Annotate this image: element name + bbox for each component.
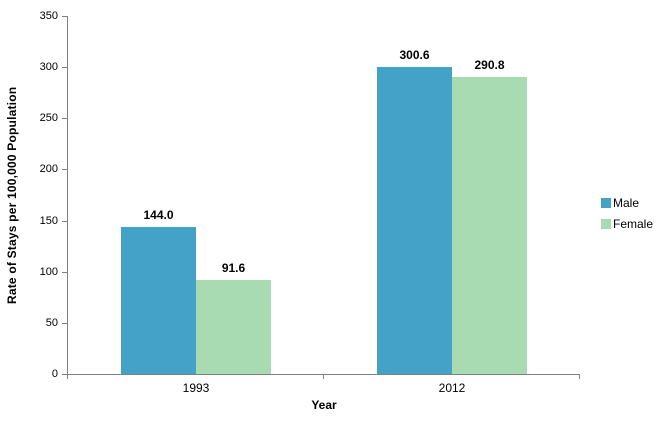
x-tick-mark [67,374,68,379]
y-tick-label: 200 [39,163,58,175]
y-tick-label: 250 [39,112,58,124]
bar-value-label: 300.6 [399,47,430,62]
bar-value-label: 144.0 [143,207,174,222]
y-tick-label: 350 [39,10,58,22]
legend-swatch-female [601,218,611,229]
bar-male-1993 [121,226,196,374]
x-tick-label: 1993 [182,381,210,395]
y-axis-line [67,16,68,374]
y-tick-mark [62,16,67,17]
bar-value-label: 91.6 [221,261,246,276]
y-tick-mark [62,374,67,375]
legend-swatch-male [601,197,611,208]
y-tick-label: 50 [45,317,58,329]
legend-item-male: Male [601,195,653,210]
legend-label: Male [613,195,640,210]
y-tick-mark [62,272,67,273]
x-axis-title: Year [311,398,337,412]
x-tick-mark [323,374,324,379]
bar-female-1993 [196,280,271,374]
bar-female-2012 [452,76,527,374]
bar-male-2012 [377,66,452,374]
legend: Male Female [601,196,653,238]
bar-value-label: 290.8 [474,57,505,72]
y-tick-label: 100 [39,266,58,278]
legend-label: Female [613,216,654,231]
y-tick-mark [62,221,67,222]
y-tick-label: 150 [39,215,58,227]
y-tick-label: 0 [51,368,58,380]
x-tick-label: 2012 [438,381,466,395]
y-tick-mark [62,118,67,119]
y-tick-label: 300 [39,61,58,73]
y-tick-mark [62,169,67,170]
x-tick-mark [579,374,580,379]
legend-item-female: Female [601,216,654,231]
y-tick-mark [62,67,67,68]
y-tick-mark [62,323,67,324]
